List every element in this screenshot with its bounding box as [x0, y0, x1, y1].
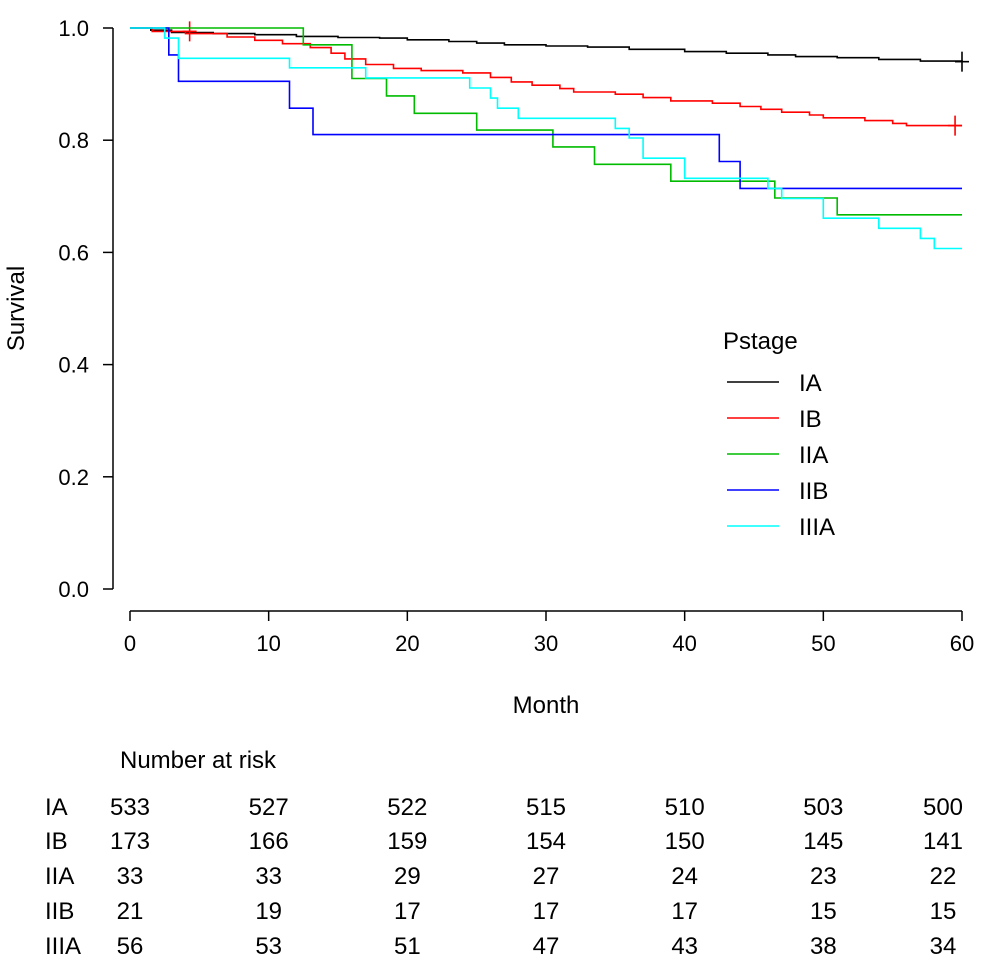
x-tick-label: 20 — [395, 631, 419, 656]
risk-value: 38 — [810, 933, 837, 960]
legend-label-ib: IB — [799, 406, 822, 433]
risk-row-label-iiia: IIIA — [45, 933, 81, 960]
risk-value: 522 — [387, 794, 427, 821]
y-tick-label: 1.0 — [58, 16, 89, 41]
risk-value: 17 — [671, 898, 698, 925]
x-tick-label: 30 — [534, 631, 558, 656]
risk-value: 154 — [526, 828, 566, 855]
risk-value: 19 — [255, 898, 282, 925]
x-axis-title: Month — [513, 692, 580, 719]
risk-value: 17 — [533, 898, 560, 925]
risk-value: 51 — [394, 933, 421, 960]
survival-curve-iiia — [130, 27, 962, 250]
x-tick-label: 60 — [950, 631, 974, 656]
y-tick-label: 0.6 — [58, 240, 89, 265]
risk-value: 527 — [249, 794, 289, 821]
risk-row-label-iib: IIB — [45, 898, 74, 925]
legend-title: Pstage — [723, 328, 798, 355]
x-tick-label: 50 — [811, 631, 835, 656]
risk-value: 27 — [533, 863, 560, 890]
risk-row-label-iia: IIA — [45, 863, 74, 890]
risk-value: 503 — [803, 794, 843, 821]
risk-value: 15 — [930, 898, 957, 925]
risk-value: 533 — [110, 794, 150, 821]
risk-value: 33 — [117, 863, 144, 890]
risk-value: 43 — [671, 933, 698, 960]
survival-curve-iib — [130, 27, 962, 190]
risk-row-label-ia: IA — [45, 794, 68, 821]
risk-value: 500 — [923, 794, 963, 821]
survival-curve-iia — [130, 27, 962, 216]
risk-value: 24 — [671, 863, 698, 890]
y-tick-label: 0.0 — [58, 577, 89, 602]
risk-value: 21 — [117, 898, 144, 925]
risk-row-label-ib: IB — [45, 828, 68, 855]
risk-value: 141 — [923, 828, 963, 855]
survival-curve-ib — [130, 27, 962, 127]
censor-mark-ib — [948, 115, 963, 136]
y-tick-label: 0.2 — [58, 465, 89, 490]
risk-value: 145 — [803, 828, 843, 855]
risk-value: 173 — [110, 828, 150, 855]
axes: 0.0 0.2 0.4 0.6 0.8 1.0 0 10 20 30 40 50 60 Month Surv… — [3, 16, 974, 719]
y-axis-title: Survival — [3, 266, 30, 351]
risk-value: 15 — [810, 898, 837, 925]
risk-value: 159 — [387, 828, 427, 855]
risk-table-title: Number at risk — [120, 747, 277, 774]
legend-label-iib: IIB — [799, 478, 828, 505]
risk-value: 510 — [665, 794, 705, 821]
x-tick-label: 40 — [672, 631, 696, 656]
risk-value: 17 — [394, 898, 421, 925]
survival-curve-ia — [130, 27, 963, 62]
risk-value: 29 — [394, 863, 421, 890]
risk-table: Number at risk IA 533 527 522 515 510 503 500 IB 1… — [45, 747, 963, 960]
censor-mark-ia — [955, 51, 969, 72]
legend-label-iiia: IIIA — [799, 514, 835, 541]
x-tick-label: 0 — [124, 631, 136, 656]
risk-value: 166 — [249, 828, 289, 855]
y-tick-label: 0.8 — [58, 128, 89, 153]
censor-mark-ib — [182, 21, 197, 42]
risk-value: 33 — [255, 863, 282, 890]
risk-value: 53 — [255, 933, 282, 960]
x-tick-label: 10 — [256, 631, 280, 656]
y-tick-label: 0.4 — [58, 353, 89, 378]
risk-value: 56 — [117, 933, 144, 960]
risk-value: 150 — [665, 828, 705, 855]
risk-value: 34 — [930, 933, 957, 960]
legend-label-ia: IA — [799, 370, 822, 397]
legend-label-iia: IIA — [799, 442, 828, 469]
survival-curves — [130, 21, 969, 250]
risk-value: 515 — [526, 794, 566, 821]
risk-value: 47 — [533, 933, 560, 960]
risk-value: 23 — [810, 863, 837, 890]
risk-value: 22 — [930, 863, 957, 890]
